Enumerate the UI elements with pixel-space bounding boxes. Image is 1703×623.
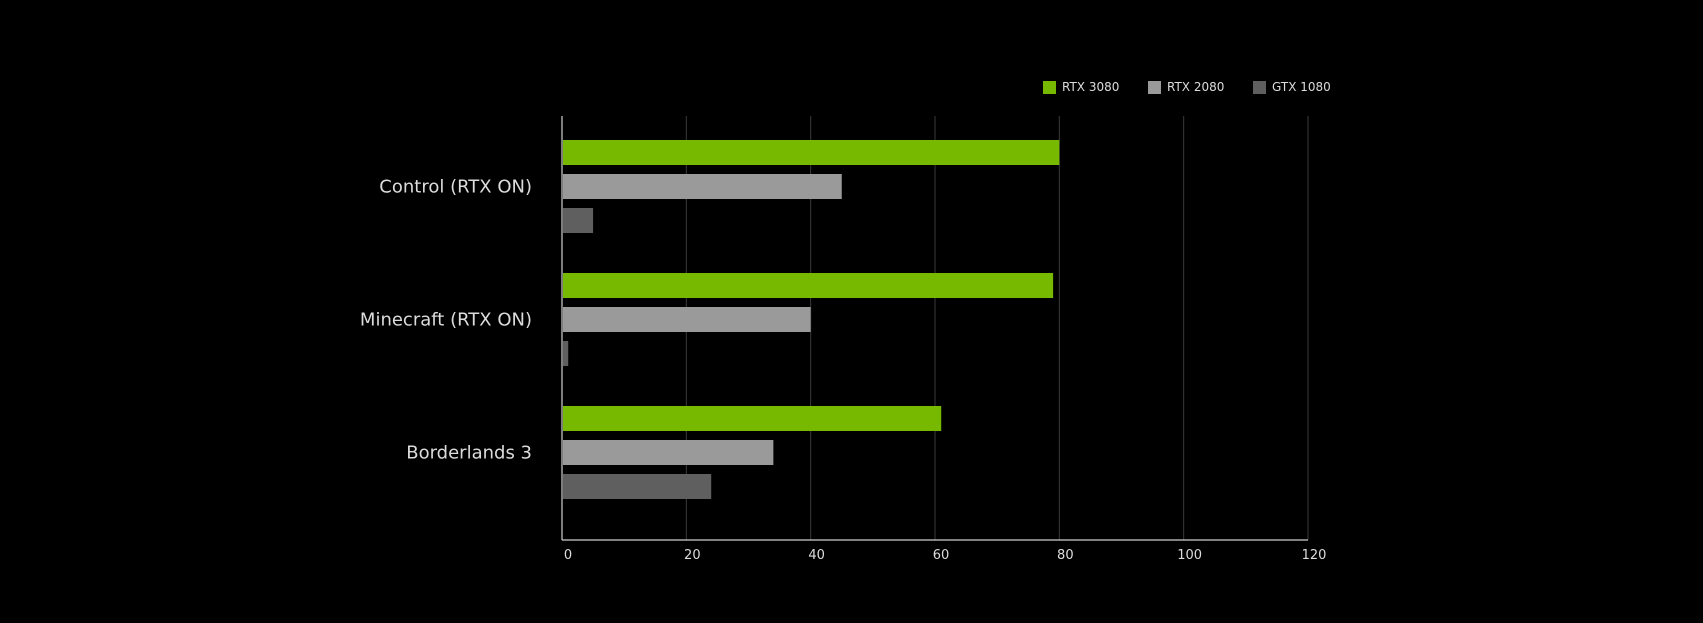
legend-swatch (1148, 81, 1161, 94)
x-tick-label: 0 (564, 548, 572, 563)
bar-rtx-3080 (563, 140, 1060, 165)
x-tick-label: 60 (933, 548, 950, 563)
bar-rtx-3080 (563, 406, 942, 431)
x-tick-label: 80 (1057, 548, 1074, 563)
x-tick-label: 100 (1177, 548, 1202, 563)
bar-rtx-3080 (563, 273, 1054, 298)
legend-swatch (1043, 81, 1056, 94)
legend-label: RTX 3080 (1062, 80, 1119, 94)
bar-rtx-2080 (563, 440, 774, 465)
category-label: Control (RTX ON) (379, 177, 532, 198)
x-tick-label: 20 (684, 548, 701, 563)
x-tick-label: 40 (808, 548, 825, 563)
bars (563, 140, 1060, 499)
legend-label: RTX 2080 (1167, 80, 1224, 94)
legend: RTX 3080 RTX 2080 GTX 1080 (1043, 80, 1331, 94)
x-tick-label: 120 (1302, 548, 1327, 563)
category-label: Borderlands 3 (406, 443, 532, 464)
x-tick-labels: 0 20 40 60 80 100 120 (564, 548, 1327, 563)
bar-gtx-1080 (563, 208, 594, 233)
category-labels: Control (RTX ON) Minecraft (RTX ON) Border… (360, 177, 532, 464)
axes (561, 116, 1308, 541)
legend-swatch (1253, 81, 1266, 94)
legend-label: GTX 1080 (1272, 80, 1331, 94)
bar-gtx-1080 (563, 474, 712, 499)
bar-rtx-2080 (563, 307, 811, 332)
category-label: Minecraft (RTX ON) (360, 310, 532, 331)
bar-rtx-2080 (563, 174, 842, 199)
bar-gtx-1080 (563, 341, 569, 366)
